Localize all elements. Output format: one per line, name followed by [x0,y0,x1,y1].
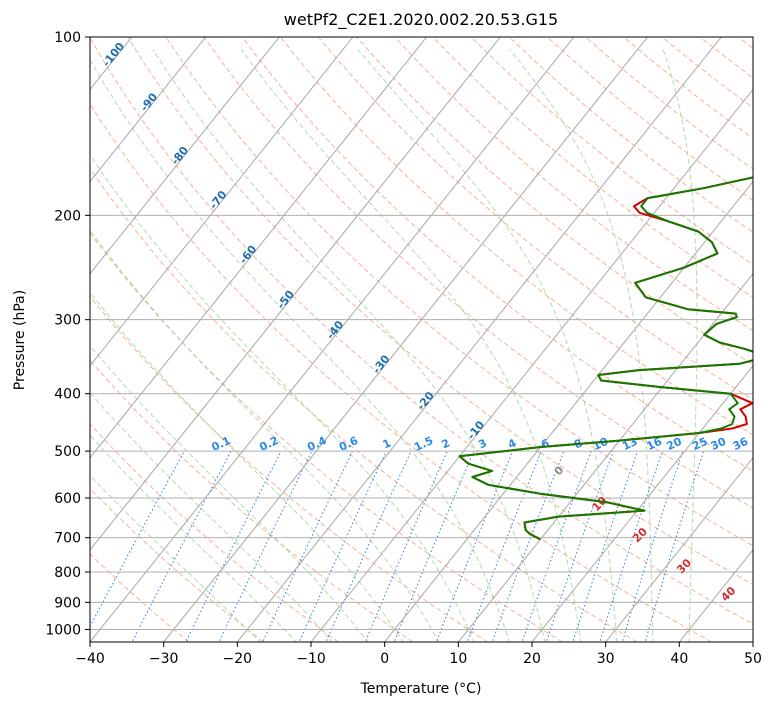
mixing-ratio-line [262,450,353,642]
moist-adiabat-line [90,434,297,642]
isotherm-gridline [90,37,354,367]
mixing-ratio-label: 10 [591,435,611,453]
x-tick-label: 10 [449,651,467,667]
x-tick-label: −40 [75,651,105,667]
x-tick-label: 50 [744,651,762,667]
y-tick-label: 1000 [45,622,81,638]
isotherm-gridline [605,457,753,642]
moist-adiabat-line [240,49,582,642]
mixing-ratio-line [491,450,565,642]
y-tick-label: 600 [54,491,81,507]
x-tick-label: 30 [597,651,615,667]
y-axis: 100 200 300 400 500 600 700 800 900 1000 [45,30,90,638]
y-tick-label: 800 [54,565,81,581]
isotherm-gridline [384,180,753,642]
isotherm-gridline [531,364,753,642]
dry-adiabat-line [241,37,753,472]
x-tick-label: 0 [380,651,389,667]
x-tick-label: 40 [670,651,688,667]
isotherm-gridline [90,37,207,183]
x-axis-label: Temperature (°C) [360,681,482,697]
mixing-ratio-label: 20 [664,435,684,453]
plot-area [90,37,753,642]
y-tick-label: 700 [54,531,81,547]
y-tick-label: 400 [54,387,81,403]
dry-adiabat-line [90,103,712,642]
mixing-ratio-line [521,450,592,642]
y-tick-label: 500 [54,444,81,460]
mixing-ratio-line [621,450,684,642]
background-lines [0,37,753,642]
dry-adiabat-line [90,423,339,642]
isotherm-gridline [163,37,649,642]
y-tick-label: 900 [54,595,81,611]
y-tick-label: 200 [54,208,81,224]
profile-series-2 [458,176,753,541]
dry-adiabat-line [279,37,753,436]
mixing-ratio-line [644,450,705,642]
isotherm-gridline [90,37,575,642]
dry-adiabat-line [394,37,753,332]
moist-adiabat-line [90,392,333,642]
moist-adiabat-line [357,49,618,642]
mixing-ratio-line [599,450,663,642]
moist-adiabat-line [90,58,510,642]
mixing-ratio-label: 30 [709,435,729,453]
moist-adiabat-line [90,229,440,642]
moist-adiabat-line [662,49,698,642]
dry-adiabat-line [203,37,753,509]
y-tick-label: 300 [54,313,81,329]
x-tick-label: −20 [223,651,253,667]
moist-adiabat-line [509,49,654,642]
dry-adiabat-line [90,553,190,642]
x-tick-label: 20 [523,651,541,667]
isotherm-gridline [310,88,753,642]
chart-title: wetPf2_C2E1.2020.002.20.53.G15 [284,10,558,30]
dry-adiabat-line [90,295,488,642]
mixing-ratio-label: 36 [731,435,751,453]
dry-adiabat-line [432,37,753,298]
isotherm-gridline [236,37,722,642]
dry-adiabat-line [90,167,638,642]
x-tick-label: −10 [296,651,326,667]
moist-adiabat-line [90,474,261,642]
mixing-ratio-line [90,450,185,628]
dry-adiabat-line [90,487,264,642]
moist-adiabat-line [90,153,475,642]
mixing-ratio-label: 25 [690,435,709,453]
mixing-ratio-line [393,450,475,642]
y-tick-label: 100 [54,30,81,46]
mixing-ratio-label: 16 [645,435,665,453]
isotherm-gridline [0,37,58,642]
mixing-ratio-line [572,450,639,642]
moist-adiabat-line [90,291,404,642]
isotherm-gridline [90,37,501,551]
isotherm-gridline [752,641,753,642]
dry-adiabat-line [90,37,753,625]
mixing-ratio-line [545,450,614,642]
moist-adiabat-line [90,344,369,642]
dry-adiabat-line [356,37,753,366]
plot-frame [89,36,754,643]
moist-adiabat-line [152,49,546,642]
profile-lines [458,176,753,541]
isotherm-gridline [90,37,280,275]
x-axis: −40 −30 −20 −10 0 10 20 30 40 50 [75,642,762,667]
x-tick-label: −30 [149,651,179,667]
isotherm-gridline [457,272,753,642]
mixing-ratio-line [435,450,514,642]
isotherm-gridline [90,37,428,459]
y-axis-label: Pressure (hPa) [12,290,28,390]
